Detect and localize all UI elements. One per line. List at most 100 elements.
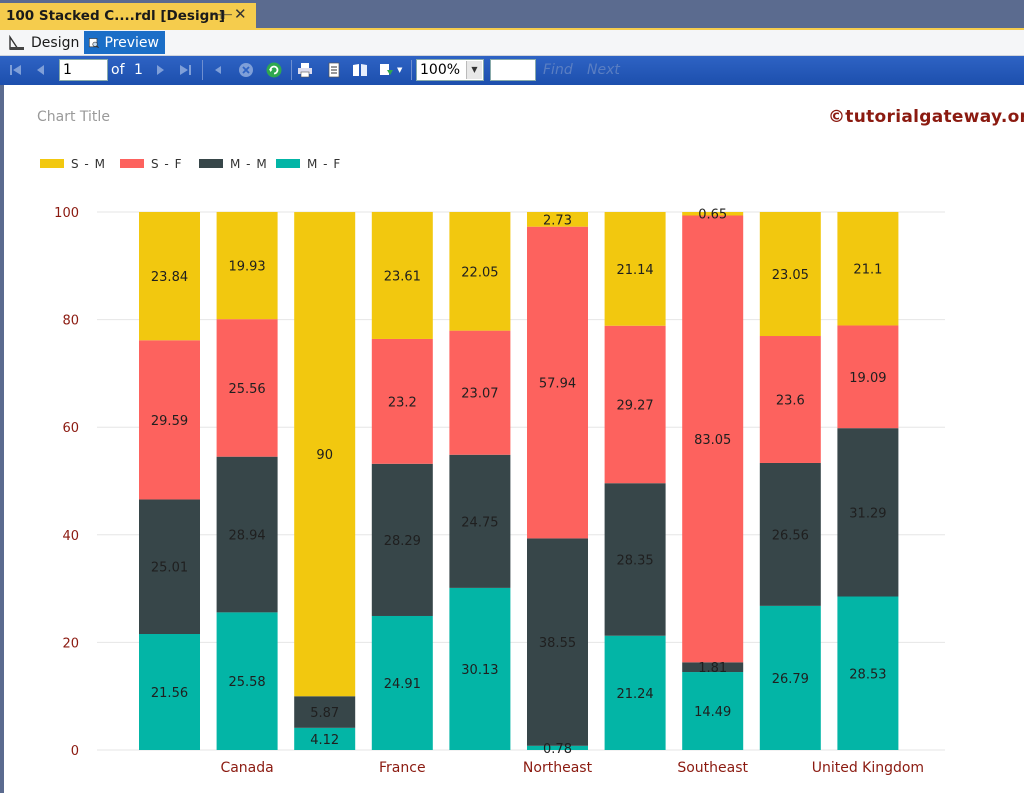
back-icon[interactable]	[211, 62, 227, 78]
legend-label: M - F	[307, 157, 341, 171]
y-tick-label: 0	[71, 744, 79, 759]
data-label: 26.56	[772, 528, 809, 543]
find-next-button[interactable]: Next	[587, 62, 620, 78]
next-page-icon[interactable]	[152, 62, 168, 78]
data-label: 90	[316, 448, 333, 463]
data-label: 24.75	[461, 515, 498, 530]
bar-segment	[682, 672, 744, 750]
bar-segment	[449, 587, 511, 750]
bar-segment	[216, 612, 278, 750]
pin-icon[interactable]: ⊣⊢	[212, 8, 233, 22]
bar-segment	[216, 319, 278, 457]
find-input[interactable]	[490, 59, 536, 81]
data-label: 23.05	[772, 268, 809, 283]
document-tab[interactable]: 100 Stacked C....rdl [Design] ⊣⊢ ✕	[0, 3, 256, 29]
bar-segment	[139, 634, 200, 750]
view-switcher: Design Preview	[0, 30, 1024, 56]
first-page-icon[interactable]	[8, 62, 24, 78]
bar-segment	[216, 211, 278, 320]
legend-label: S - M	[71, 157, 106, 171]
bar-segment	[216, 456, 278, 613]
bar-segment	[294, 727, 356, 750]
y-tick-label: 20	[62, 636, 79, 651]
data-label: 28.94	[228, 529, 265, 544]
data-label: 25.01	[151, 561, 188, 576]
legend-swatch	[276, 159, 300, 168]
legend-swatch	[120, 159, 144, 168]
toolbar-separator	[202, 60, 203, 80]
last-page-icon[interactable]	[177, 62, 193, 78]
tab-underline	[0, 28, 1024, 30]
document-tab-strip: 100 Stacked C....rdl [Design] ⊣⊢ ✕	[0, 0, 1024, 29]
of-label: of	[111, 62, 125, 78]
x-tick-label: France	[379, 760, 426, 776]
design-icon	[9, 34, 24, 50]
bar-segment	[139, 212, 200, 341]
y-tick-label: 40	[62, 529, 79, 544]
data-label: 30.13	[461, 663, 498, 678]
data-label: 21.56	[151, 686, 188, 701]
zoom-value: 100%	[420, 62, 461, 78]
previous-page-icon[interactable]	[33, 62, 49, 78]
bar-segment	[759, 212, 821, 337]
data-label: 83.05	[694, 433, 731, 448]
data-label: 26.79	[772, 672, 809, 687]
data-label: 28.53	[849, 667, 886, 682]
bar-segment	[837, 428, 899, 597]
toolbar-separator	[291, 60, 292, 80]
bar-segment	[759, 605, 821, 750]
bar-segment	[527, 745, 588, 750]
legend-label: S - F	[151, 157, 182, 171]
data-label: 25.58	[228, 675, 265, 690]
print-layout-icon[interactable]	[326, 62, 342, 78]
bar-segment	[527, 538, 588, 746]
data-label: 23.84	[151, 270, 188, 285]
bar-segment	[449, 330, 511, 455]
stop-icon[interactable]	[238, 62, 254, 78]
bar-segment	[837, 596, 899, 750]
bar-segment	[139, 340, 200, 500]
print-icon[interactable]	[297, 62, 313, 78]
x-tick-label: Canada	[220, 760, 273, 776]
x-tick-label: Northeast	[523, 760, 593, 776]
design-tab[interactable]: Design	[4, 31, 85, 54]
preview-tab-label: Preview	[104, 34, 160, 51]
refresh-icon[interactable]	[266, 62, 282, 78]
chevron-down-icon[interactable]: ▼	[466, 61, 482, 79]
data-label: 23.07	[461, 387, 498, 402]
data-label: 19.93	[228, 260, 265, 275]
page-setup-icon[interactable]	[352, 62, 368, 78]
page-total: 1	[134, 62, 143, 78]
data-label: 21.1	[853, 263, 882, 278]
data-label: 0.78	[543, 742, 572, 757]
y-tick-label: 80	[62, 314, 79, 329]
bar-segment	[682, 212, 744, 216]
x-tick-label: United Kingdom	[812, 760, 924, 776]
data-label: 21.24	[616, 687, 653, 702]
bar-segment	[604, 325, 666, 484]
legend-swatch	[199, 159, 223, 168]
export-dropdown-icon[interactable]: ▼	[397, 66, 403, 74]
document-tab-title: 100 Stacked C....rdl [Design]	[6, 8, 226, 24]
data-label: 29.59	[151, 414, 188, 429]
find-button[interactable]: Find	[543, 62, 573, 78]
preview-tab[interactable]: Preview	[84, 31, 165, 54]
close-icon[interactable]: ✕	[234, 5, 247, 23]
bar-segment	[449, 212, 511, 331]
data-label: 25.56	[228, 382, 265, 397]
bar-segment	[371, 211, 433, 339]
zoom-select[interactable]: 100% ▼	[416, 59, 484, 81]
data-label: 57.94	[539, 377, 576, 392]
legend-label: M - M	[230, 157, 268, 171]
data-label: 22.05	[461, 265, 498, 280]
page-number-input[interactable]: 1	[59, 59, 108, 81]
data-label: 23.6	[776, 393, 805, 408]
x-tick-label: Southeast	[677, 760, 748, 776]
bar-segment	[294, 696, 356, 728]
bar-segment	[371, 463, 433, 616]
bar-segment	[294, 212, 356, 697]
export-icon[interactable]	[378, 62, 394, 78]
bar-segment	[371, 615, 433, 750]
preview-icon	[88, 37, 99, 48]
